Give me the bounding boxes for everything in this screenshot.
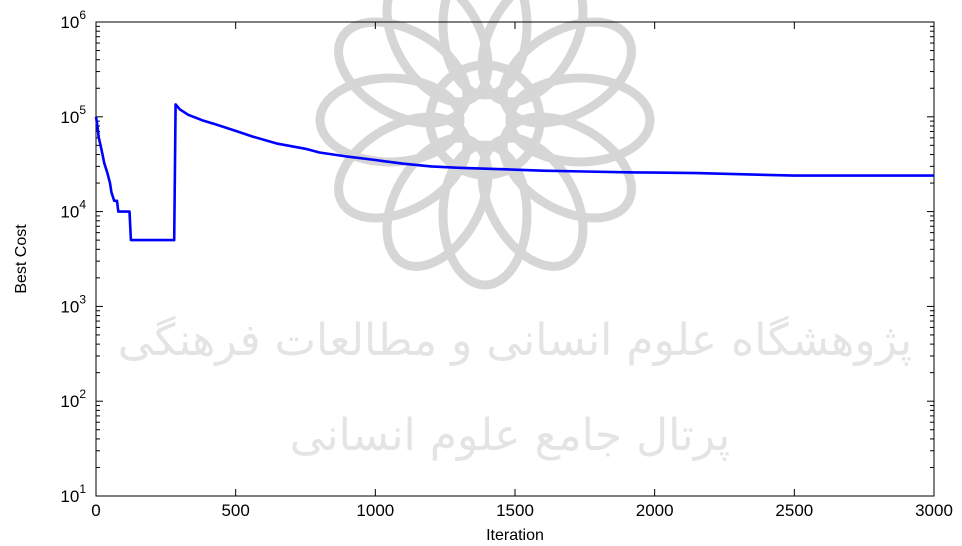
watermark-petal: [505, 73, 655, 167]
x-tick-label: 500: [221, 501, 249, 520]
series-line: [94, 103, 934, 242]
watermark-petal: [438, 0, 532, 100]
axis-ticks: [95, 21, 935, 497]
x-tick-label: 1000: [356, 501, 394, 520]
x-tick-labels: 0 500 1000 1500 2000 2500 3000: [91, 501, 953, 520]
watermark-petal: [334, 112, 472, 223]
watermark-petal: [334, 17, 472, 128]
y-axis-title: Best Cost: [13, 224, 30, 294]
watermark-petal: [382, 0, 493, 107]
watermark-star: [315, 0, 655, 290]
y-tick-labels: 101 102 103 104 105 106: [60, 8, 86, 506]
y-tick-label: 104: [60, 198, 86, 222]
watermark-petal: [477, 0, 588, 107]
y-tick-label: 102: [60, 387, 86, 411]
watermark-petal: [438, 140, 532, 290]
y-tick-label: 101: [60, 482, 86, 506]
watermark-emblem: پژوهشگاه علوم انسانی و مطالعات فرهنگی پر…: [118, 0, 912, 461]
watermark-petal: [477, 133, 588, 271]
watermark-petal: [382, 133, 493, 271]
x-tick-label: 2000: [636, 501, 674, 520]
watermark-petal: [498, 17, 636, 128]
x-tick-label: 2500: [775, 501, 813, 520]
watermark-text-1: پژوهشگاه علوم انسانی و مطالعات فرهنگی: [118, 315, 912, 366]
y-tick-label: 103: [60, 292, 86, 316]
x-axis-title: Iteration: [486, 527, 544, 544]
watermark-center: [425, 60, 545, 180]
watermark-petal: [498, 112, 636, 223]
watermark-text-2: پرتال جامع علوم انسانی: [290, 410, 731, 461]
y-tick-label: 105: [60, 103, 86, 127]
x-tick-label: 0: [91, 501, 100, 520]
x-tick-label: 1500: [496, 501, 534, 520]
y-tick-label: 106: [60, 8, 86, 32]
x-tick-label: 3000: [915, 501, 953, 520]
